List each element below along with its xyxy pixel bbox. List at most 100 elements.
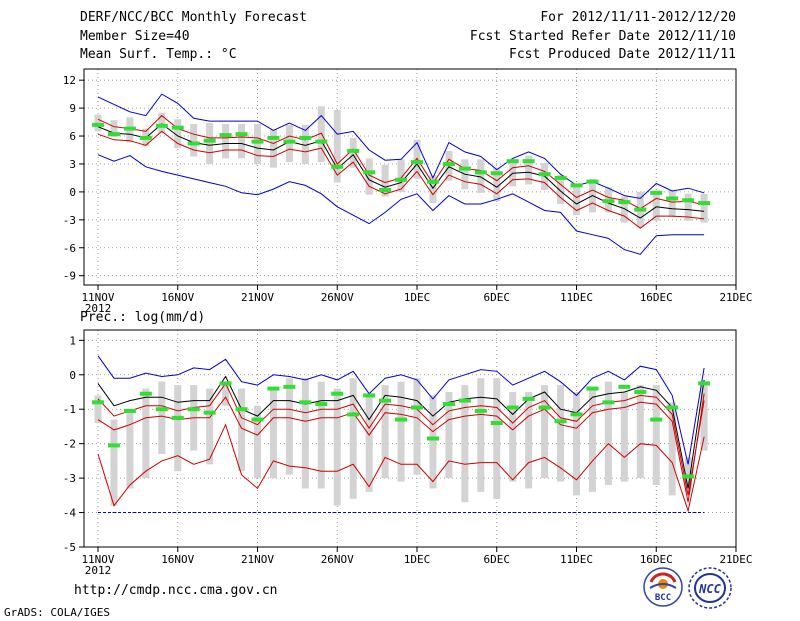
y-tick-label: -5	[63, 541, 76, 554]
control-marker	[171, 415, 184, 420]
control-marker	[426, 179, 439, 184]
ncc-logo-text: NCC	[698, 582, 721, 596]
ensemble-box	[429, 175, 437, 204]
ensemble-box	[397, 381, 405, 482]
control-marker	[570, 412, 583, 417]
ensemble-box	[477, 378, 485, 492]
y-tick-label: 0	[69, 369, 76, 382]
ensemble-box	[190, 123, 198, 157]
y-tick-label: -1	[63, 403, 76, 416]
control-marker	[139, 135, 152, 140]
ensemble-box	[557, 175, 565, 204]
y-tick-label: 9	[69, 102, 76, 115]
control-marker	[682, 198, 695, 203]
control-marker	[586, 386, 599, 391]
ensemble-box	[110, 120, 118, 137]
control-marker	[299, 135, 312, 140]
control-marker	[698, 381, 711, 386]
y-tick-label: 12	[63, 74, 76, 87]
control-marker	[331, 391, 344, 396]
ensemble-box	[158, 381, 166, 454]
x-tick-label: 1DEC	[404, 291, 431, 304]
control-marker	[92, 400, 104, 405]
chart-title: DERF/NCC/BCC Monthly Forecast	[80, 10, 307, 25]
control-marker	[698, 201, 711, 206]
ensemble-box	[254, 123, 261, 164]
control-marker	[187, 407, 200, 412]
ensemble-box	[333, 109, 341, 183]
ensemble-box	[285, 378, 293, 475]
control-marker	[411, 405, 423, 410]
control-marker	[538, 172, 551, 177]
forecast-period: For 2012/11/11-2012/12/20	[540, 10, 736, 25]
control-marker	[299, 400, 312, 405]
control-marker	[315, 139, 328, 144]
control-marker	[618, 384, 631, 389]
x-tick-label: 11DEC	[560, 291, 593, 304]
control-marker	[618, 200, 631, 205]
ensemble-box	[222, 123, 230, 159]
control-marker	[666, 196, 679, 201]
control-marker	[442, 161, 455, 166]
series-max-line	[97, 355, 705, 465]
year-label: 2012	[85, 564, 112, 577]
bcc-logo-text: BCC	[655, 593, 671, 603]
control-marker	[139, 391, 152, 396]
x-tick-label: 21NOV	[241, 553, 274, 566]
ensemble-box	[573, 392, 580, 496]
control-marker	[92, 122, 104, 127]
control-marker	[171, 125, 184, 130]
ensemble-box	[349, 378, 357, 499]
control-marker	[123, 408, 136, 413]
control-marker	[395, 417, 408, 422]
y-tick-label: -3	[63, 214, 76, 227]
control-marker	[107, 132, 120, 137]
series-min-line	[97, 154, 705, 255]
temperature-panel: 12 9 6 3 0 -3 -6 -9 11NOV 16NOV 21NOV 26NOV 1DEC 6DEC…	[63, 68, 753, 315]
ensemble-box	[174, 385, 182, 472]
x-tick-label: 16NOV	[161, 291, 194, 304]
ensemble-box	[525, 392, 533, 489]
control-marker	[650, 417, 663, 422]
control-marker	[315, 402, 328, 407]
control-marker	[506, 405, 519, 410]
control-marker	[379, 188, 392, 193]
control-marker	[107, 443, 120, 448]
ensemble-box	[174, 119, 182, 149]
ensemble-box	[588, 388, 596, 492]
ensemble-box	[573, 185, 580, 216]
x-tick-label: 1DEC	[404, 553, 431, 566]
control-marker	[331, 164, 344, 169]
ensemble-box	[301, 124, 309, 164]
control-marker	[219, 381, 232, 386]
ensemble-box	[636, 385, 644, 479]
control-marker	[554, 419, 567, 424]
series-min-line	[97, 423, 705, 513]
control-marker	[522, 159, 535, 164]
y-tick-label: -2	[63, 438, 76, 451]
y-tick-label: 0	[69, 186, 76, 199]
control-marker	[538, 405, 551, 410]
ensemble-box	[206, 388, 214, 465]
control-marker	[682, 474, 695, 479]
ensemble-box	[365, 395, 373, 492]
ensemble-box	[620, 196, 628, 223]
series-max-line	[97, 93, 705, 199]
ensemble-box	[110, 419, 118, 506]
control-marker	[522, 396, 535, 401]
control-marker	[570, 183, 583, 188]
control-marker	[666, 405, 679, 410]
x-tick-label: 26NOV	[321, 553, 354, 566]
series-spread-lower-line	[97, 393, 705, 503]
member-size-label: Member Size=40	[80, 29, 190, 44]
control-marker	[283, 384, 296, 389]
control-marker	[235, 407, 248, 412]
plot-frame	[83, 68, 737, 286]
control-marker	[554, 175, 567, 180]
series-spread-lower-line	[97, 130, 705, 229]
ensemble-box	[238, 388, 246, 472]
footer-url[interactable]: http://cmdp.ncc.cma.gov.cn	[74, 583, 278, 598]
ensemble-box	[493, 378, 501, 499]
control-marker	[251, 417, 264, 422]
